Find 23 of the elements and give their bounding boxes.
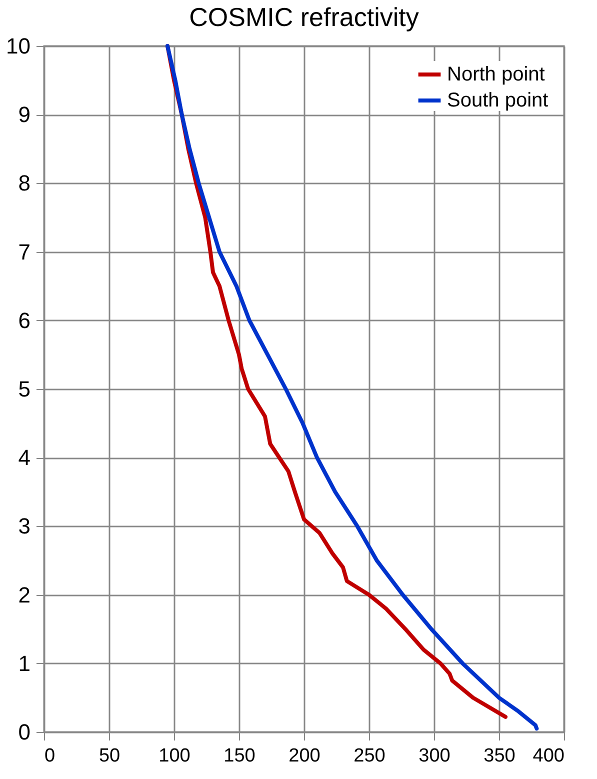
y-tick-label: 6 <box>18 308 30 333</box>
x-tick-label: 100 <box>158 746 190 766</box>
chart-title: COSMIC refractivity <box>189 2 419 32</box>
x-tick-label: 0 <box>44 746 56 766</box>
x-tick-label: 50 <box>98 746 120 766</box>
x-tick-label: 200 <box>288 746 320 766</box>
x-tick-label: 300 <box>418 746 450 766</box>
y-tick-label: 3 <box>18 514 30 539</box>
x-tick-label: 350 <box>484 746 516 766</box>
y-tick-label: 1 <box>18 650 30 676</box>
y-tick-label: 4 <box>18 445 30 470</box>
x-tick-label: 250 <box>354 746 386 766</box>
legend-label: North point <box>447 64 546 86</box>
y-tick-label: 0 <box>18 720 30 744</box>
y-tick-label: 2 <box>18 582 30 608</box>
x-tick-label: 150 <box>224 746 256 766</box>
y-tick-label: 7 <box>18 239 30 264</box>
y-tick-label: 8 <box>18 170 30 196</box>
legend-label: South point <box>447 90 549 112</box>
y-tick-label: 5 <box>18 376 30 402</box>
y-tick-label: 10 <box>6 34 30 58</box>
y-tick-label: 9 <box>18 102 30 128</box>
x-tick-label: 400 <box>532 746 564 766</box>
